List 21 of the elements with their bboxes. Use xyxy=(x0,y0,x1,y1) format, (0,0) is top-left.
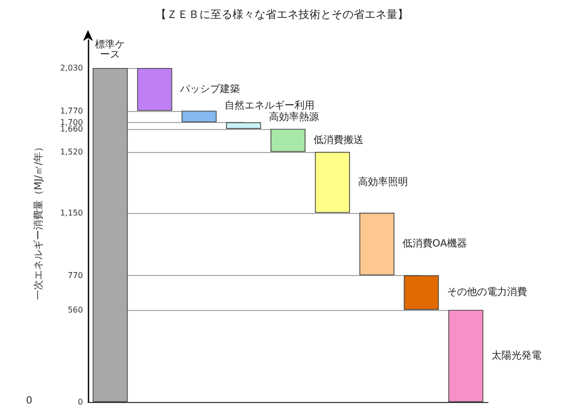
annotation: 標準ケース xyxy=(95,38,126,60)
text: 太陽光発電 xyxy=(491,349,542,362)
y-tick-label: 1,150 xyxy=(60,208,83,218)
y-tick-label: 770 xyxy=(68,270,83,280)
annotation: 低消費搬送 xyxy=(314,134,364,146)
y-tick-label: 1,700 xyxy=(60,118,83,127)
chart-title: 【ＺＥＢに至る様々な省エネ技術とその省エネ量】 xyxy=(156,8,408,21)
y-tick-label: 2,030 xyxy=(60,63,83,72)
annotation: その他の電力消費 xyxy=(446,286,527,298)
text: 0 xyxy=(26,396,32,406)
y-tick-label: 1,770 xyxy=(60,106,83,116)
annotation: 高効率熱源 xyxy=(269,110,320,123)
y-tick-label: 560 xyxy=(68,305,83,314)
annotation: 自然エネルギー利用 xyxy=(224,99,315,112)
y-axis-title: 一次エネルギー消費量（MJ/㎡/年） xyxy=(32,142,44,300)
y-tick-label: 0 xyxy=(78,398,83,406)
y-tick-label: 1,660 xyxy=(60,124,83,134)
annotation: 高効率照明 xyxy=(358,176,408,188)
annotation: パッシブ建築 xyxy=(179,82,240,95)
annotation: 低消費OA機器 xyxy=(402,238,467,250)
y-tick-label: 1,520 xyxy=(60,147,83,156)
